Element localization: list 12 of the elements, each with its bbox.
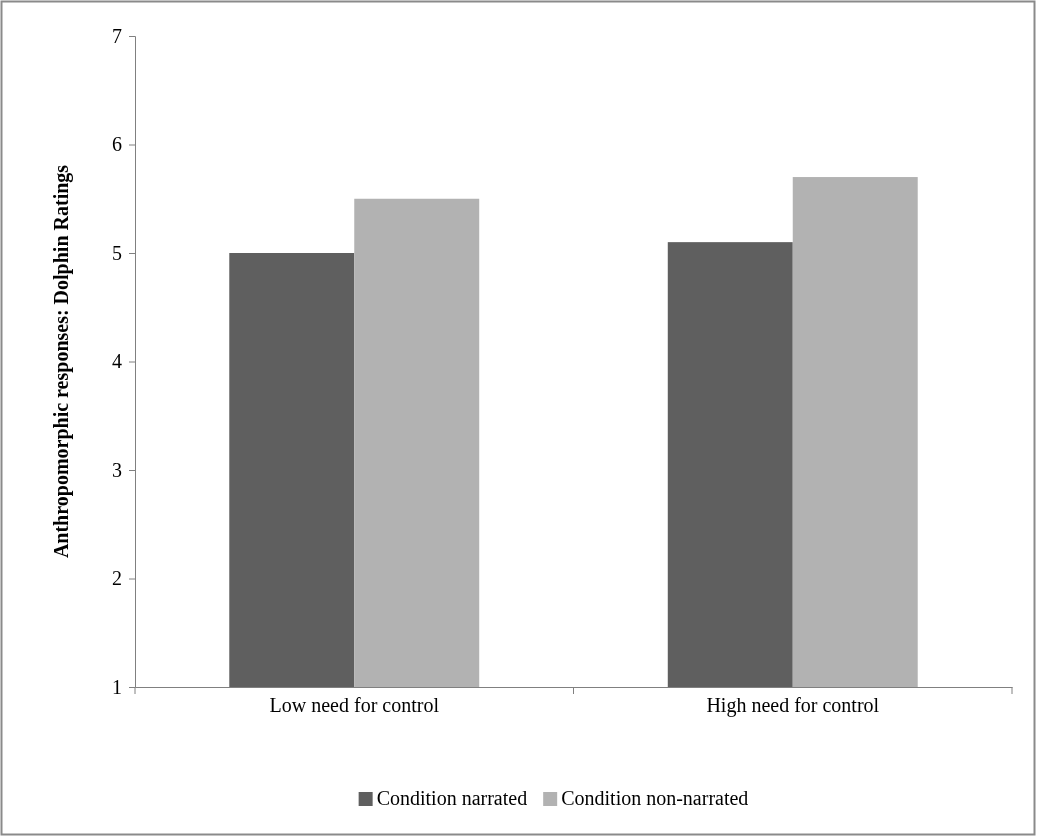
y-tick-label: 4 <box>112 350 122 373</box>
y-tick-label: 7 <box>112 24 122 47</box>
y-axis-title: Anthropomorphic responses: Dolphin Ratings <box>50 164 73 559</box>
legend-label: Condition narrated <box>376 787 528 809</box>
y-tick-label: 3 <box>112 458 122 481</box>
y-tick-label: 2 <box>112 567 122 590</box>
y-tick-label: 6 <box>112 133 122 156</box>
y-tick-label: 5 <box>112 241 122 264</box>
x-tick-label: Low need for control <box>269 694 440 716</box>
y-tick-label: 1 <box>112 675 122 698</box>
x-tick-label: High need for control <box>706 694 880 717</box>
legend-label: Condition non-narrated <box>561 787 749 809</box>
